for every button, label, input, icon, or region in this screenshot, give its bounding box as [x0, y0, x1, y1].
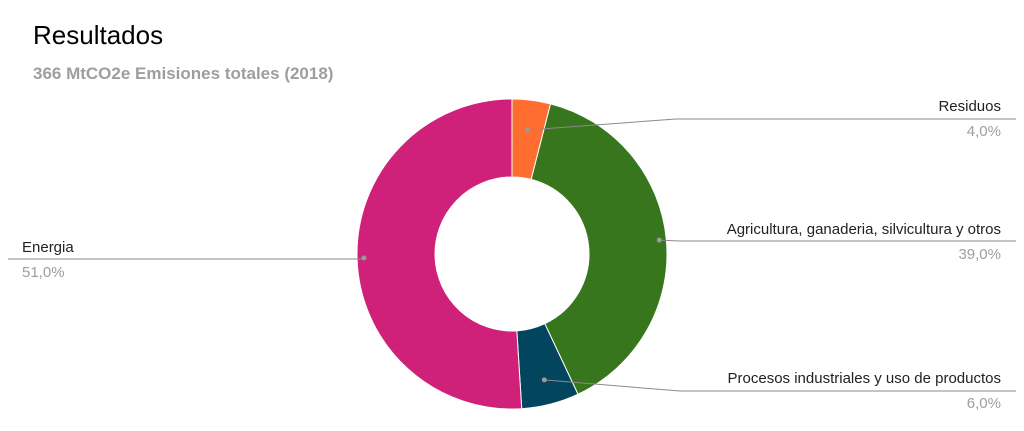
label-residuos: Residuos [938, 98, 1001, 115]
value-label-residuos: 4,0% [967, 123, 1001, 140]
value-label-procesos-industriales-y-uso-de-productos: 6,0% [967, 395, 1001, 412]
label-agricultura-ganaderia-silvicultura-y-otros: Agricultura, ganaderia, silvicultura y o… [727, 221, 1001, 238]
leader-line-agricultura-ganaderia-silvicultura-y-otros [659, 239, 1016, 242]
leader-dot-agricultura-ganaderia-silvicultura-y-otros [656, 237, 662, 243]
chart-title: Resultados [33, 20, 164, 50]
leader-dot-procesos-industriales-y-uso-de-productos [541, 377, 547, 383]
label-procesos-industriales-y-uso-de-productos: Procesos industriales y uso de productos [728, 370, 1001, 387]
leader-line-procesos-industriales-y-uso-de-productos [544, 379, 1016, 392]
chart-subtitle: 366 MtCO2e Emisiones totales (2018) [33, 64, 334, 83]
value-label-agricultura-ganaderia-silvicultura-y-otros: 39,0% [958, 246, 1001, 263]
leader-line-energia [8, 257, 365, 260]
leader-dot-energia [361, 255, 367, 261]
value-label-energia: 51,0% [22, 264, 65, 281]
leader-line-residuos [527, 118, 1016, 131]
slice-energia [356, 98, 523, 410]
label-energia: Energia [22, 239, 74, 256]
leader-dot-residuos [525, 127, 531, 133]
slice-agricultura-ganaderia-silvicultura-y-otros [530, 103, 668, 395]
